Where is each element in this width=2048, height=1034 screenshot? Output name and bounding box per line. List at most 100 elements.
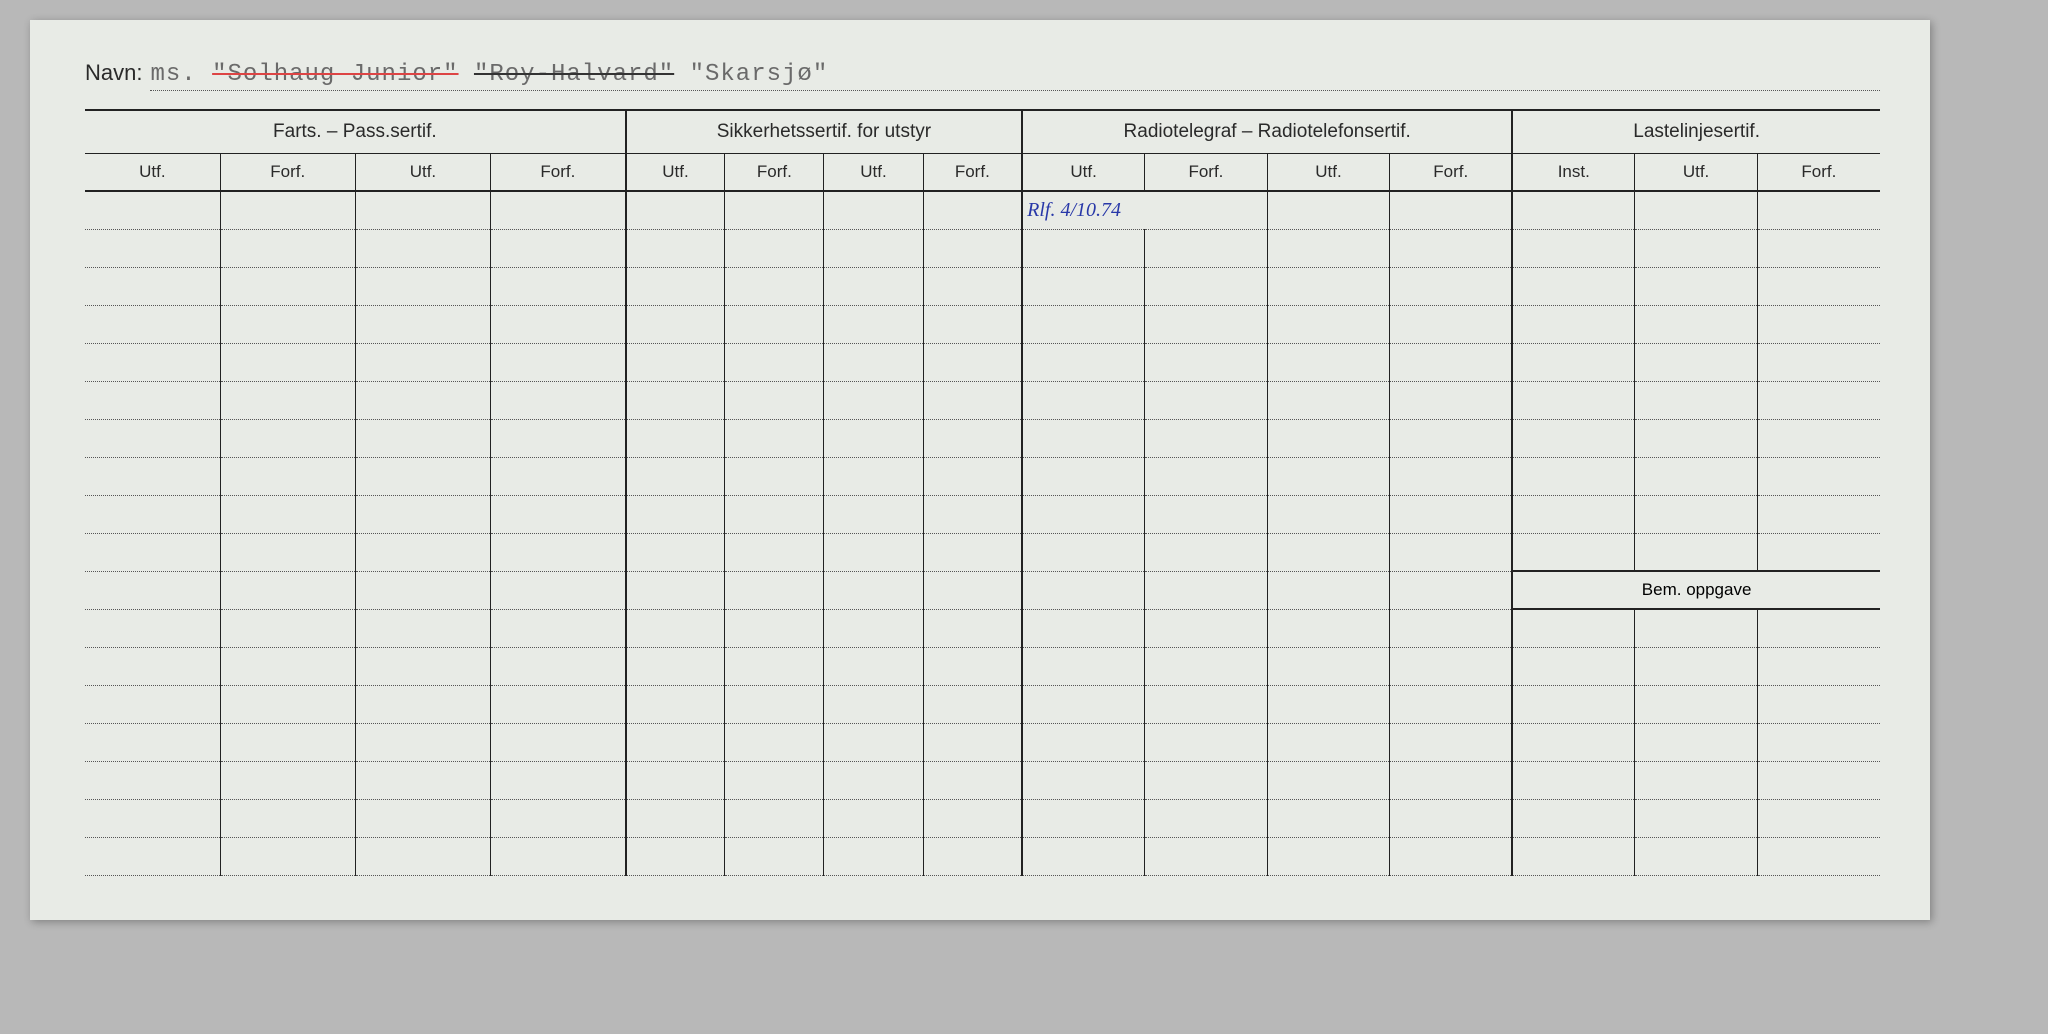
table-cell [1512,799,1635,837]
col-h: Forf. [1390,154,1513,192]
col-h: Utf. [1635,154,1758,192]
table-cell [1635,229,1758,267]
table-cell [626,229,725,267]
table-cell [1390,533,1513,571]
table-cell [491,723,626,761]
table-cell [1267,305,1390,343]
table-cell [1757,457,1880,495]
table-row [85,685,1880,723]
table-cell [824,533,923,571]
table-cell [824,685,923,723]
table-cell [725,381,824,419]
table-cell [725,799,824,837]
table-cell [85,343,220,381]
table-cell [1145,495,1268,533]
col-h: Utf. [1267,154,1390,192]
table-cell [85,191,220,229]
table-cell [1390,495,1513,533]
table-cell [355,495,490,533]
table-cell [824,229,923,267]
table-cell [1390,191,1513,229]
table-cell [1512,419,1635,457]
table-cell [1145,229,1268,267]
table-cell [1390,343,1513,381]
table-cell [1512,647,1635,685]
table-cell [1512,305,1635,343]
col-h: Utf. [626,154,725,192]
table-cell [1635,343,1758,381]
table-cell [85,305,220,343]
table-cell [1512,723,1635,761]
table-cell [923,343,1022,381]
table-row [85,799,1880,837]
table-cell [355,381,490,419]
table-cell [1022,571,1145,609]
table-cell [1267,685,1390,723]
table-cell [1022,685,1145,723]
table-row: Bem. oppgave [85,571,1880,609]
table-cell [923,229,1022,267]
table-cell [1757,343,1880,381]
table-cell [725,761,824,799]
table-cell [220,647,355,685]
table-cell [1635,685,1758,723]
table-cell [1635,533,1758,571]
table-cell [355,723,490,761]
table-cell [725,723,824,761]
table-cell [923,457,1022,495]
table-cell [1390,457,1513,495]
group-header-row: Farts. – Pass.sertif. Sikkerhetssertif. … [85,111,1880,154]
table-cell [626,609,725,647]
table-cell [824,495,923,533]
table-cell [1267,799,1390,837]
table-cell [1267,837,1390,875]
table-cell [1267,229,1390,267]
table-cell [824,761,923,799]
table-cell [1635,495,1758,533]
table-cell [491,533,626,571]
table-cell [1267,267,1390,305]
table-cell [491,647,626,685]
table-cell [725,685,824,723]
bem-oppgave-cell: Bem. oppgave [1512,571,1880,609]
table-cell [355,609,490,647]
col-h: Inst. [1512,154,1635,192]
table-cell [1757,685,1880,723]
table-body: Rlf. 4/10.74 Bem. oppgave [85,191,1880,875]
table-cell [1022,647,1145,685]
table-cell [355,571,490,609]
table-cell [1145,685,1268,723]
handwritten-entry: Rlf. 4/10.74 [1027,199,1121,221]
table-cell [1512,267,1635,305]
table-cell [491,685,626,723]
table-cell [1635,457,1758,495]
table-cell [491,419,626,457]
col-h: Utf. [355,154,490,192]
table-cell [1635,647,1758,685]
table-cell [1145,761,1268,799]
table-cell [923,191,1022,229]
table-row [85,343,1880,381]
table-cell [1635,419,1758,457]
table-cell [1757,381,1880,419]
table-cell [923,419,1022,457]
table-cell [923,609,1022,647]
table-cell [824,571,923,609]
table-cell [1022,229,1145,267]
table-cell [220,457,355,495]
table-cell [220,837,355,875]
table-row [85,419,1880,457]
table-cell [1757,533,1880,571]
table-cell [626,495,725,533]
table-cell [220,723,355,761]
table-cell [1757,609,1880,647]
table-cell [85,229,220,267]
table-cell [725,571,824,609]
col-h: Utf. [1022,154,1145,192]
table-cell [1635,191,1758,229]
table-cell [923,305,1022,343]
navn-label: Navn: [85,60,142,86]
table-cell [85,723,220,761]
table-cell [1512,495,1635,533]
table-cell [220,419,355,457]
